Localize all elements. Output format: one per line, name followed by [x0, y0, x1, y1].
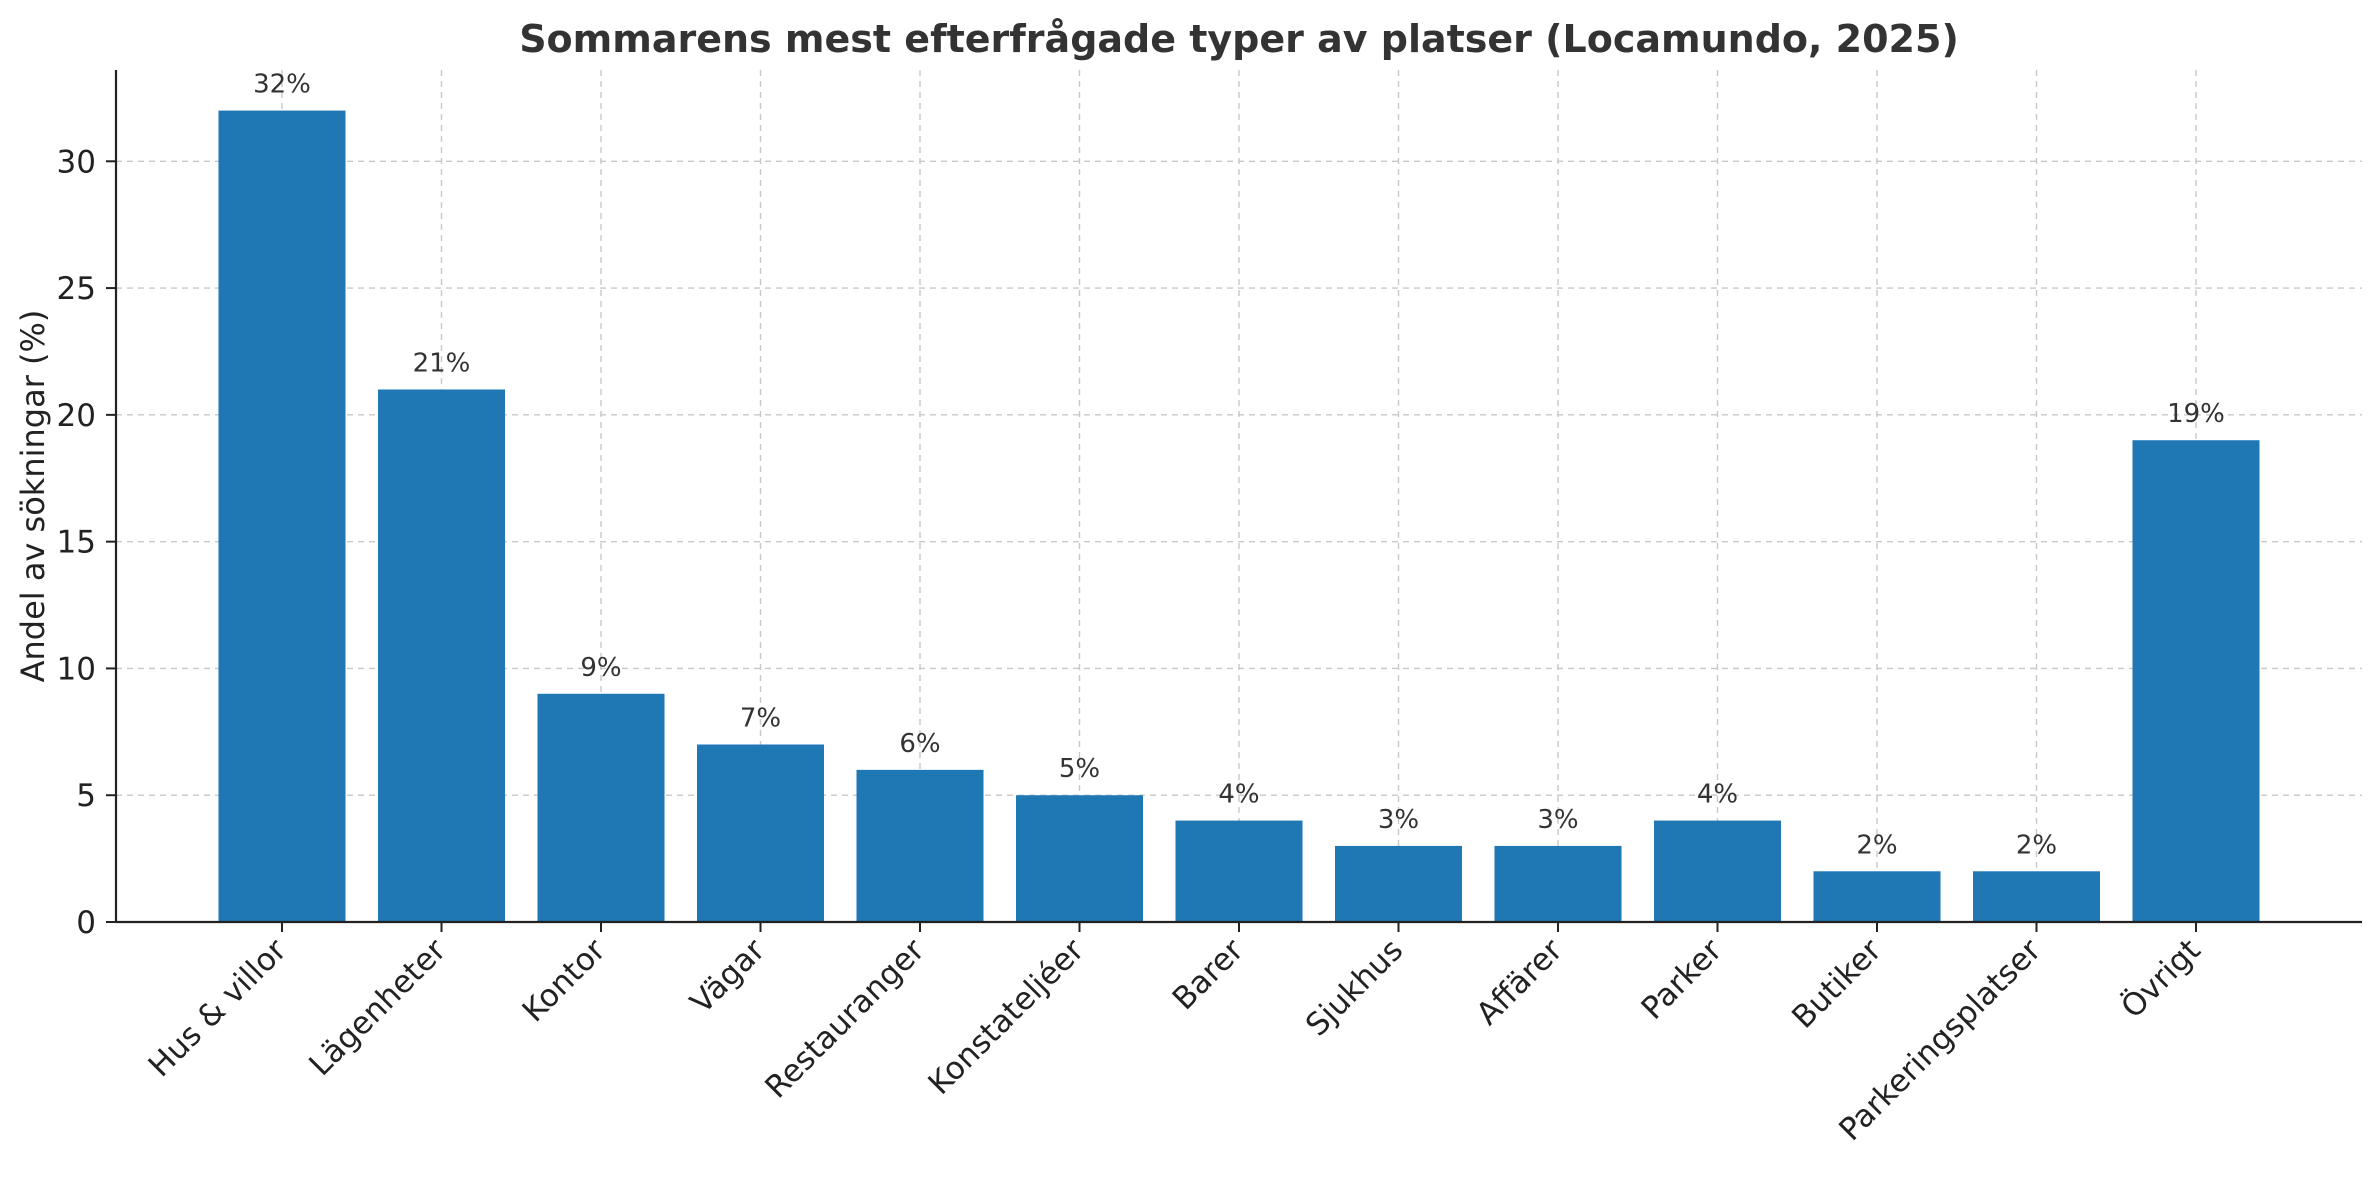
bar	[697, 744, 824, 922]
bar	[1016, 795, 1143, 922]
data-label: 19%	[2167, 399, 2225, 429]
bar	[2132, 440, 2260, 922]
data-label: 21%	[413, 349, 471, 379]
data-label: 2%	[2016, 830, 2057, 860]
x-tick-label: Vägar	[684, 932, 773, 1021]
chart-title: Sommarens mest efterfrågade typer av pla…	[519, 17, 1959, 61]
x-ticks: Hus & villor Lägenheter Kontor VägarRestaur…	[142, 922, 2208, 1148]
y-ticks: 0 5 10 15 20 25 30	[57, 144, 116, 941]
data-label: 4%	[1697, 780, 1738, 810]
y-axis-label: Andel av sökningar (%)	[14, 310, 52, 683]
data-labels: 32% 21% 9% 7% 6% 5% 4% 3% 3% 4% 2% 2% 19%	[253, 70, 2225, 861]
x-tick-label: Övrigt	[2114, 931, 2208, 1025]
data-label: 3%	[1378, 805, 1419, 835]
y-tick-label: 0	[76, 905, 96, 941]
data-label: 9%	[580, 653, 621, 683]
x-tick-label: Lägenheter	[302, 932, 453, 1083]
y-tick-label: 5	[76, 778, 96, 814]
bar	[1494, 845, 1622, 922]
bar	[1175, 820, 1303, 922]
x-tick-label: Konstateljéer	[921, 932, 1091, 1102]
x-tick-label: Butiker	[1785, 932, 1889, 1036]
data-label: 4%	[1218, 780, 1259, 810]
y-tick-label: 30	[57, 144, 96, 180]
data-label: 32%	[253, 70, 311, 100]
data-label: 7%	[740, 704, 781, 734]
x-tick-label: Sjukhus	[1299, 932, 1410, 1043]
data-label: 5%	[1059, 754, 1100, 784]
x-tick-label: Restauranger	[758, 932, 931, 1105]
data-label: 6%	[899, 729, 940, 759]
data-label: 2%	[1856, 830, 1897, 860]
x-tick-label: Barer	[1166, 932, 1251, 1017]
bar	[1813, 871, 1941, 922]
data-label: 3%	[1537, 805, 1578, 835]
bar	[218, 110, 346, 923]
y-tick-label: 10	[57, 651, 96, 687]
x-tick-label: Parker	[1635, 932, 1730, 1027]
y-tick-label: 20	[57, 398, 96, 434]
x-tick-label: Hus & villor	[142, 932, 294, 1084]
x-tick-label: Kontor	[516, 932, 613, 1029]
bar	[1973, 871, 2100, 922]
bar	[1335, 845, 1462, 922]
bar	[856, 769, 984, 922]
bars	[218, 110, 2260, 923]
bar	[1654, 820, 1781, 922]
y-tick-label: 25	[57, 271, 96, 307]
x-tick-label: Affärer	[1470, 932, 1570, 1032]
bar	[537, 693, 665, 922]
bar	[378, 389, 505, 922]
y-tick-label: 15	[57, 525, 96, 561]
